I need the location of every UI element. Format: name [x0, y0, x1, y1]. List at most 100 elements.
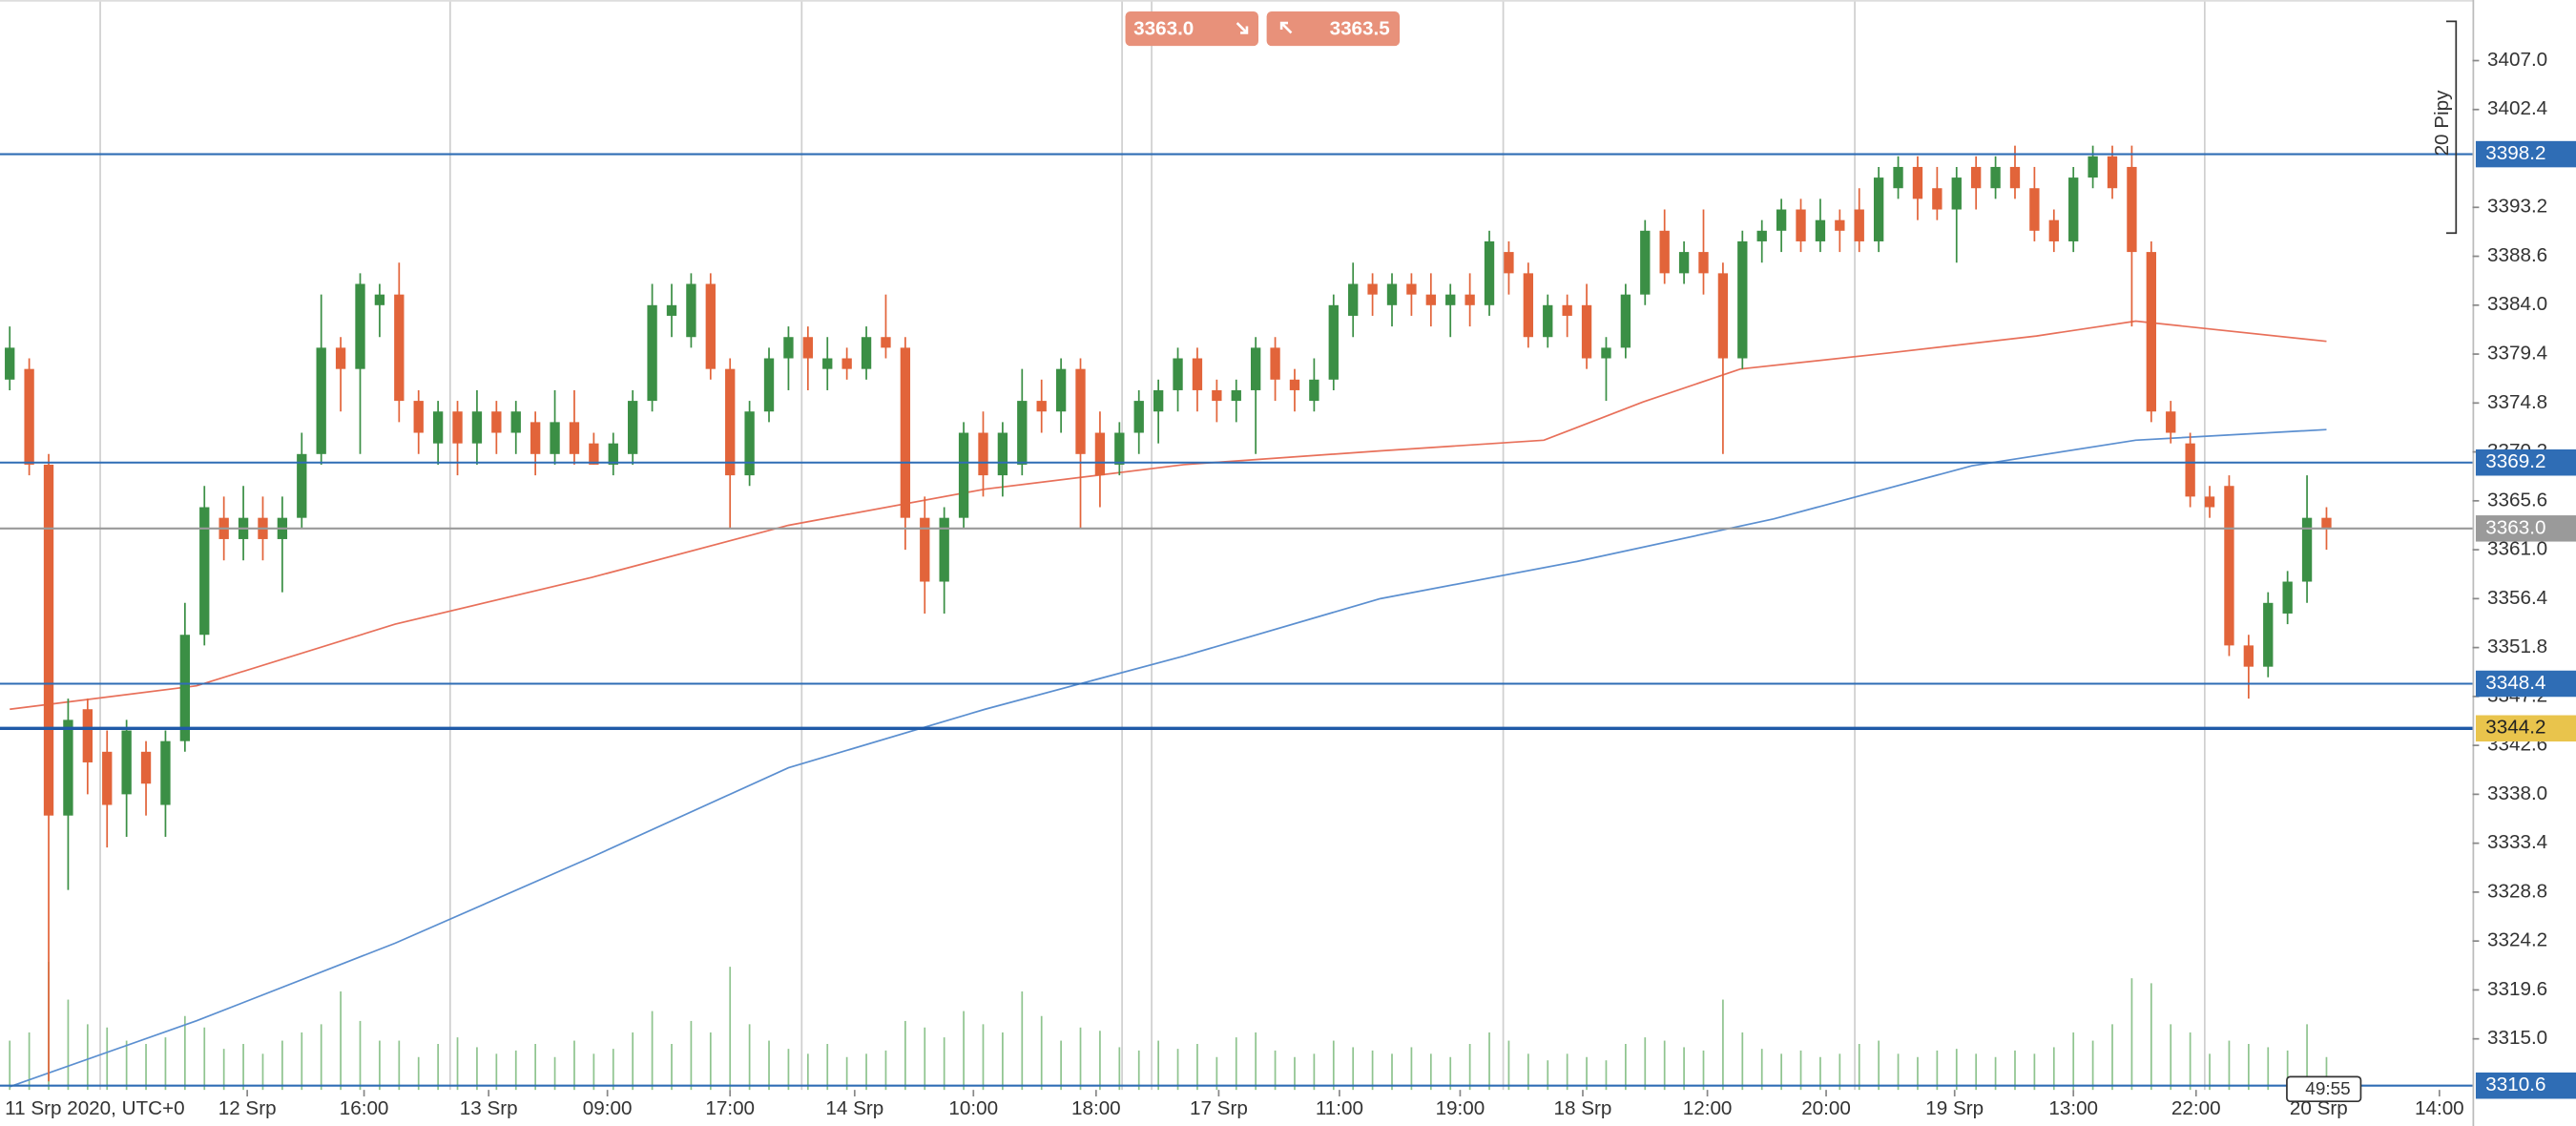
candle-body [1932, 188, 1942, 210]
candle-body [1465, 294, 1475, 305]
candle-body [355, 283, 365, 369]
candle-body [1562, 304, 1572, 316]
candle-body [199, 507, 210, 636]
candle-body [1212, 389, 1222, 402]
x-tick-label: 20:00 [1801, 1097, 1851, 1119]
candle-body [297, 453, 307, 518]
x-tick-label: 19:00 [1436, 1097, 1485, 1119]
candle-body [1094, 432, 1106, 476]
y-tick-label: 3328.8 [2487, 880, 2547, 902]
x-origin-label: 11 Srp 2020, UTC+0 [5, 1097, 184, 1119]
candle-body [1231, 389, 1241, 402]
candle-body [1698, 252, 1709, 274]
y-tick-label: 3319.6 [2487, 978, 2547, 1000]
candle-body [452, 411, 463, 444]
candle-body [2301, 517, 2313, 582]
moving-average [10, 320, 2327, 711]
y-tick-label: 3338.0 [2487, 782, 2547, 804]
candle-body [1873, 177, 1884, 241]
candle-body [1036, 401, 1047, 412]
y-tick-label: 3402.4 [2487, 97, 2547, 119]
candle-body [628, 401, 638, 454]
candle-body [1289, 379, 1300, 390]
candle-body [1406, 283, 1417, 295]
candle-body [2185, 443, 2195, 497]
candle-body [550, 422, 560, 454]
candle-body [63, 719, 73, 816]
candle-body [2243, 645, 2254, 667]
candle-body [2282, 581, 2293, 614]
candle-body [2166, 411, 2176, 433]
candle-body [335, 347, 346, 369]
candle-body [5, 347, 15, 380]
y-tick-label: 3356.4 [2487, 587, 2547, 609]
sell-arrow [1236, 22, 1249, 34]
candle-body [1348, 283, 1359, 316]
candle-body [2048, 219, 2059, 241]
candle-body [705, 283, 716, 369]
x-tick-label: 14 Srp [825, 1097, 883, 1119]
x-tick-label: 13:00 [2048, 1097, 2098, 1119]
candle-body [822, 358, 833, 369]
candle-body [1678, 252, 1690, 274]
candle-body [1912, 166, 1923, 199]
candle-body [1153, 389, 1164, 412]
candle-body [939, 517, 949, 582]
candle-body [1425, 294, 1436, 305]
candle-body [1250, 347, 1261, 390]
candle-body [881, 337, 891, 348]
candle-body [2224, 486, 2234, 646]
price-badge-label: 3363.0 [2485, 516, 2545, 538]
candle-body [1504, 252, 1514, 274]
x-tick-label: 18 Srp [1554, 1097, 1612, 1119]
candle-body [160, 740, 171, 805]
candle-body [2263, 602, 2274, 667]
x-tick-label: 12:00 [1683, 1097, 1733, 1119]
price-badge-label: 3310.6 [2485, 1074, 2545, 1095]
candle-body [997, 432, 1008, 476]
candle-body [1815, 219, 1826, 241]
buy-price[interactable]: 3363.5 [1330, 17, 1390, 39]
candle-body [316, 347, 326, 454]
candle-body [569, 422, 580, 454]
buy-button[interactable] [1266, 11, 1401, 47]
y-tick-label: 3351.8 [2487, 636, 2547, 657]
y-tick-label: 3365.6 [2487, 489, 2547, 511]
candle-body [2127, 166, 2137, 253]
x-tick-label: 22:00 [2171, 1097, 2221, 1119]
moving-average [9, 428, 2327, 1088]
price-badge [2475, 670, 2576, 698]
sell-button[interactable] [1125, 11, 1259, 47]
candle-body [725, 368, 736, 476]
candle-body [2146, 252, 2156, 412]
candle-body [24, 368, 34, 465]
candle-body [1776, 209, 1787, 231]
x-tick-label: 12 Srp [218, 1097, 277, 1119]
price-badge-label: 3344.2 [2485, 717, 2545, 739]
candle-body [530, 422, 541, 454]
candle-body [1737, 240, 1748, 359]
candle-body [1620, 294, 1631, 348]
candle-body [802, 337, 814, 359]
candle-body [1484, 240, 1495, 305]
y-tick-label: 3384.0 [2487, 293, 2547, 315]
candle-body [686, 283, 696, 338]
countdown: 49:55 [2305, 1079, 2350, 1099]
sell-price[interactable]: 3363.0 [1133, 17, 1194, 39]
countdown-box [2286, 1075, 2362, 1103]
candle-body [1756, 230, 1767, 241]
candle-body [763, 358, 775, 412]
candle-body [1133, 401, 1144, 433]
candle-body [102, 751, 113, 805]
x-tick-label: 09:00 [583, 1097, 633, 1119]
candle-body [900, 347, 911, 518]
candle-body [1854, 209, 1864, 241]
price-axis-bg [2472, 0, 2576, 1126]
candle-body [1523, 273, 1534, 338]
x-tick-label: 14:00 [2415, 1097, 2464, 1119]
candle-body [861, 337, 872, 369]
x-tick-label: 18:00 [1071, 1097, 1121, 1119]
candle-body [2068, 177, 2079, 241]
